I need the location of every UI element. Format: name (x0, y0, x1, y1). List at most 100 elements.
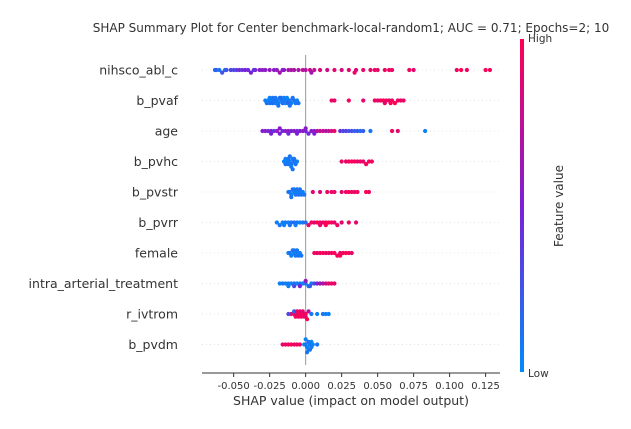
shap-point (243, 67, 248, 73)
shap-point (312, 220, 317, 225)
shap-point (329, 189, 334, 195)
colorbar-high-label: High (528, 33, 552, 45)
shap-point (323, 250, 328, 256)
shap-points (212, 67, 493, 355)
shap-point (279, 95, 284, 100)
shap-point (292, 67, 297, 73)
shap-point (234, 67, 239, 73)
feature-label: nihsco_abl_c (99, 63, 178, 78)
shap-point (300, 128, 305, 134)
shap-point (332, 67, 337, 73)
shap-point (483, 67, 488, 73)
shap-point (292, 187, 297, 192)
colorbar-low-label: Low (528, 368, 549, 380)
feature-points-age (260, 126, 428, 136)
shap-point (339, 159, 344, 164)
shap-point (306, 309, 311, 314)
x-axis-label: SHAP value (impact on model output) (233, 393, 469, 408)
shap-point (270, 95, 275, 100)
shap-point (263, 67, 268, 73)
shap-point (338, 253, 343, 258)
shap-point (306, 223, 311, 228)
shap-point (273, 95, 278, 100)
shap-point (297, 309, 302, 314)
shap-point (407, 67, 412, 73)
shap-point (307, 284, 313, 289)
shap-point (368, 128, 373, 134)
shap-point (340, 128, 346, 134)
shap-point (361, 98, 366, 103)
shap-point (361, 67, 366, 73)
shap-point (343, 128, 349, 134)
shap-point (369, 159, 374, 164)
shap-point (303, 337, 308, 342)
shap-point (260, 67, 265, 73)
shap-point (281, 95, 287, 100)
shap-point (269, 131, 274, 136)
shap-point (289, 195, 294, 200)
x-axis-ticks: -0.050 -0.025 0.000 0.025 0.050 0.075 0.100 0.1… (218, 373, 500, 392)
shap-point (382, 101, 387, 106)
shap-point (355, 159, 360, 164)
shap-point (378, 98, 383, 103)
feature-label: female (135, 246, 178, 261)
shap-point (312, 131, 317, 136)
shap-point (217, 67, 222, 73)
shap-point (292, 309, 297, 314)
colorbar-gradient (520, 39, 524, 372)
shap-point (398, 98, 403, 103)
shap-point (320, 311, 326, 317)
shap-point (392, 101, 398, 106)
x-tick-label: 0.075 (399, 381, 428, 392)
shap-point (325, 189, 330, 195)
shap-point (368, 67, 373, 73)
shap-point (309, 128, 314, 134)
shap-point (355, 189, 360, 195)
shap-point (274, 67, 279, 73)
shap-point (303, 67, 308, 73)
shap-point (283, 342, 288, 347)
shap-point (267, 67, 272, 73)
feature-label: r_ivtrom (126, 307, 178, 322)
colorbar-title: Feature value (552, 165, 566, 247)
shap-point (260, 128, 265, 134)
shap-point (332, 128, 337, 134)
shap-point (310, 189, 315, 195)
shap-point (320, 128, 326, 134)
shap-point (358, 159, 363, 164)
shap-point (292, 342, 297, 347)
x-tick-label: 0.000 (291, 381, 320, 392)
shap-point (287, 154, 292, 159)
shap-point (296, 67, 301, 73)
shap-point (315, 250, 320, 256)
shap-point (302, 192, 307, 197)
shap-point (292, 156, 297, 161)
shap-point (277, 281, 282, 286)
shap-point (329, 128, 334, 134)
shap-point (401, 98, 406, 103)
shap-point (306, 131, 311, 136)
shap-point (228, 67, 233, 73)
shap-point (289, 342, 294, 347)
shap-point (343, 250, 349, 256)
shap-point (286, 311, 291, 317)
shap-point (395, 98, 400, 103)
shap-point (315, 342, 320, 347)
shap-point (222, 67, 228, 73)
shap-point (349, 250, 354, 256)
shap-point (292, 284, 297, 289)
shap-point (335, 223, 340, 228)
shap-point (389, 67, 395, 73)
feature-points-r_ivtrom (286, 309, 331, 322)
feature-label: b_pvdm (128, 337, 178, 352)
shap-point (317, 281, 323, 286)
feature-label: age (155, 124, 179, 139)
shap-point (251, 67, 256, 73)
shap-point (277, 131, 282, 136)
shap-point (283, 128, 288, 134)
x-tick-label: 0.100 (435, 381, 464, 392)
shap-point (299, 253, 304, 258)
shap-point (387, 67, 392, 73)
feature-label: intra_arterial_treatment (29, 276, 179, 291)
